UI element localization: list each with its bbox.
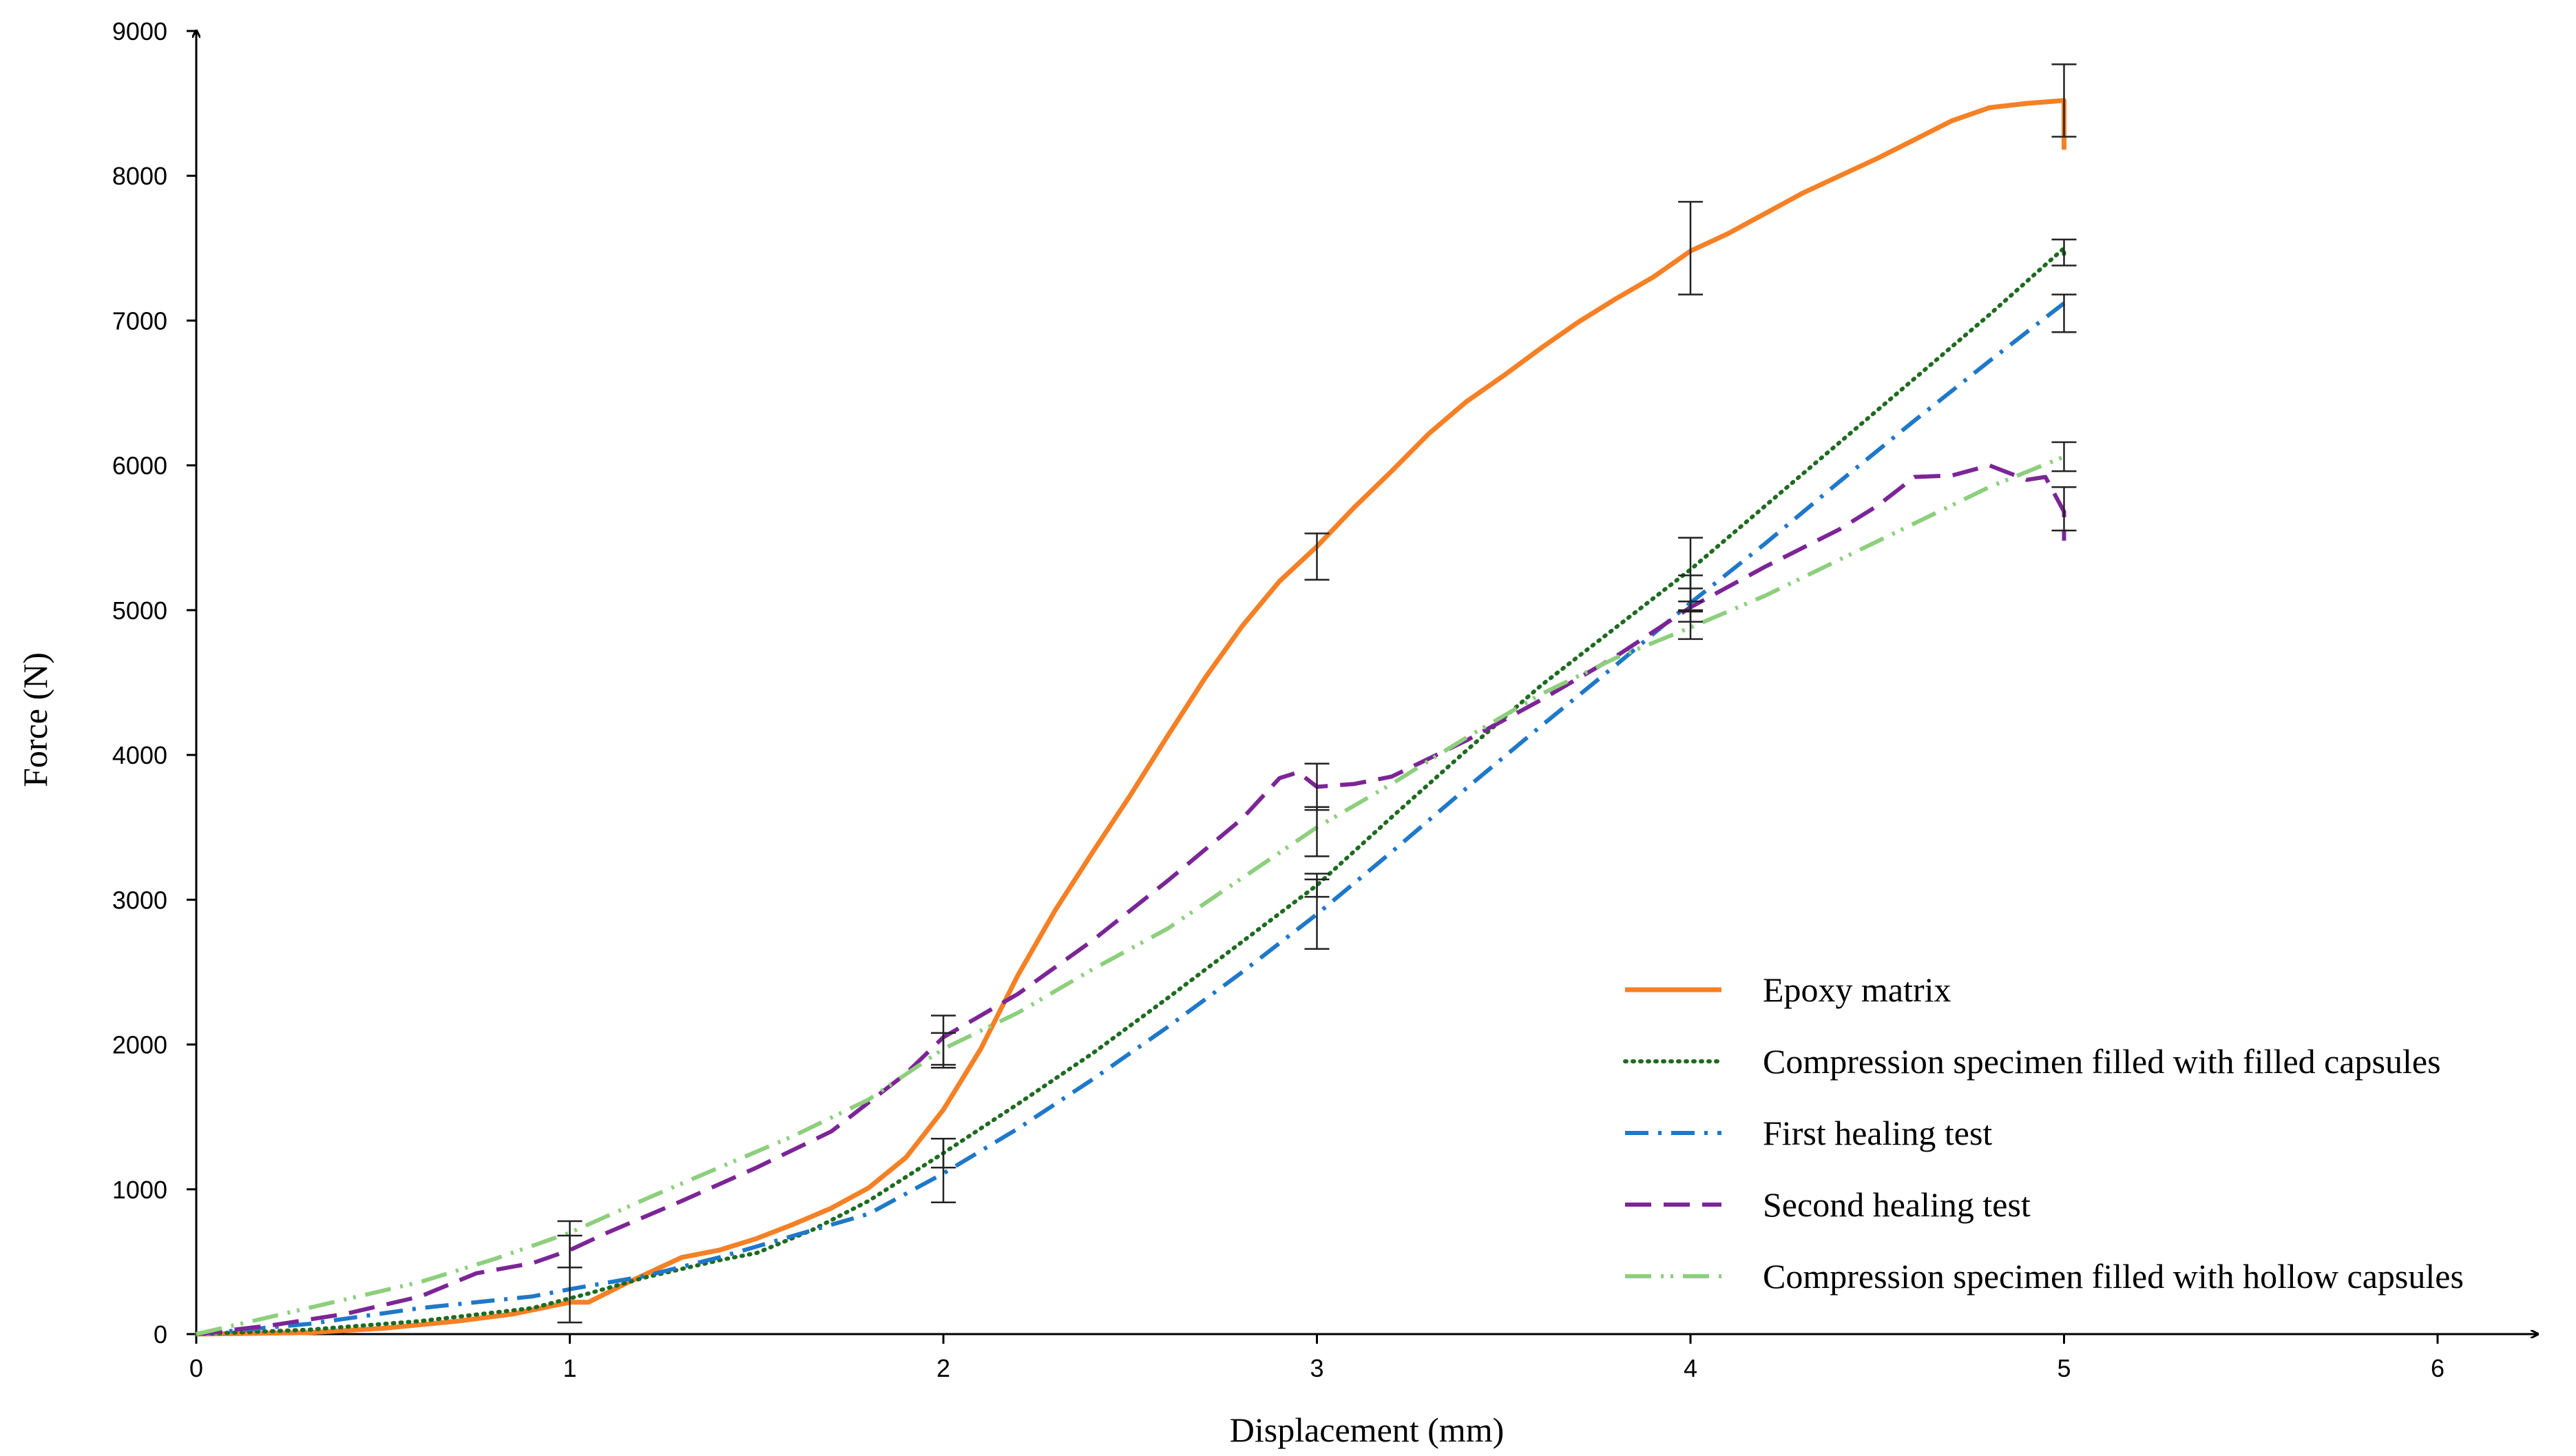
y-tick-label: 7000 [112,306,167,335]
y-tick-label: 2000 [112,1031,167,1059]
legend-label-3: First healing test [1763,1114,1992,1152]
legend: Epoxy matrix Compression specimen filled … [1623,970,2464,1296]
error-bar [2051,486,2077,532]
legend-label-2: Compression specimen filled with filled … [1763,1042,2441,1081]
error-bar [2051,293,2077,333]
error-bar [2051,63,2077,138]
error-bar [931,1137,956,1203]
x-tick-label: 3 [1310,1354,1323,1382]
x-tick-label: 1 [563,1354,576,1382]
series-line-3 [196,301,2066,1336]
x-tick-label: 2 [936,1354,950,1382]
error-bar [931,1032,956,1069]
series-line-1 [196,98,2066,1337]
y-tick-label: 4000 [112,741,167,769]
error-bar [1304,878,1330,950]
legend-label-4: Second healing test [1763,1185,2031,1224]
y-tick-label: 6000 [112,452,167,480]
legend-label-1: Epoxy matrix [1763,970,1951,1009]
x-tick-label: 4 [1684,1354,1697,1382]
error-bar [2051,441,2077,472]
axes: 0 1 2 3 4 5 6 0 1000 2000 3000 4000 5000 6000 7000 8000… [16,17,2537,1449]
error-bar [557,1234,583,1324]
error-bar [2051,238,2077,267]
error-bar [1678,200,1703,295]
error-bar [1304,532,1330,581]
x-tick-label: 5 [2057,1354,2071,1382]
y-tick-label: 0 [154,1320,167,1349]
y-axis-title: Force (N) [16,652,54,787]
y-tick-label: 3000 [112,886,167,914]
y-tick-label: 9000 [112,17,167,45]
error-bar [1304,806,1330,857]
error-bar-layer [557,63,2077,1324]
x-axis-title: Displacement (mm) [1230,1411,1505,1449]
x-tick-label: 0 [189,1354,203,1382]
error-bar [1678,609,1703,641]
series-line-4 [196,463,2066,1336]
y-tick-label: 5000 [112,596,167,625]
legend-label-5: Compression specimen filled with hollow … [1763,1257,2464,1296]
x-tick-label: 6 [2431,1354,2444,1382]
y-tick-label: 1000 [112,1176,167,1204]
y-tick-label: 8000 [112,162,167,190]
series-line-2 [194,246,2066,1336]
